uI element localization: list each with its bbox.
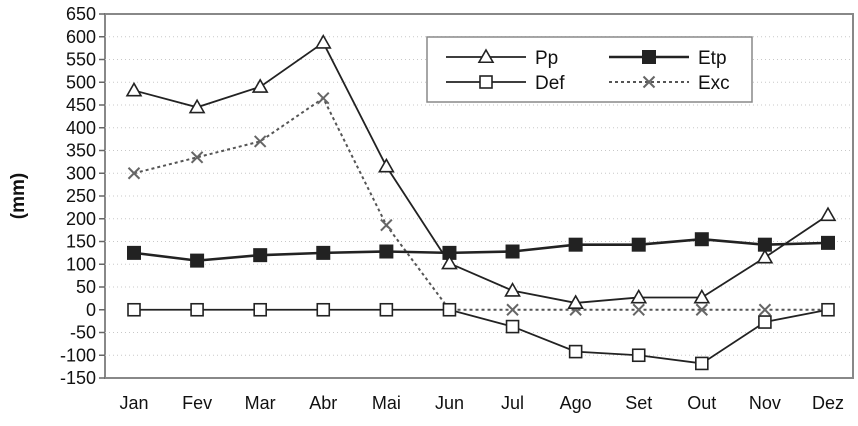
triangle-marker bbox=[756, 248, 774, 264]
y-tick-label: 450 bbox=[66, 95, 96, 115]
filled-square-marker bbox=[505, 244, 520, 259]
y-tick-label: 250 bbox=[66, 186, 96, 206]
x-tick-label: Mar bbox=[245, 393, 276, 413]
y-tick-label: 0 bbox=[86, 300, 96, 320]
filled-square-marker bbox=[379, 244, 394, 259]
x-marker bbox=[253, 135, 267, 148]
legend-item-pp: Pp bbox=[446, 48, 558, 69]
x-marker bbox=[632, 303, 645, 316]
x-tick-label: Set bbox=[625, 393, 652, 413]
series-etp bbox=[127, 232, 835, 268]
open-square-marker bbox=[505, 319, 520, 334]
y-tick-label: 400 bbox=[66, 118, 96, 138]
open-square-marker bbox=[379, 302, 394, 317]
triangle-marker bbox=[693, 288, 711, 304]
triangle-marker bbox=[188, 98, 206, 114]
x-tick-label: Jan bbox=[119, 393, 148, 413]
y-tick-label: 650 bbox=[66, 4, 96, 24]
y-tick-label: -150 bbox=[60, 368, 96, 388]
x-marker bbox=[317, 91, 330, 105]
triangle-marker bbox=[441, 254, 458, 270]
open-square-marker bbox=[631, 348, 646, 363]
open-square-marker bbox=[758, 315, 772, 329]
triangle-marker bbox=[819, 206, 837, 222]
filled-square-marker bbox=[694, 232, 709, 247]
filled-square-marker bbox=[316, 245, 331, 260]
open-square-marker bbox=[316, 302, 331, 317]
legend: Pp Etp Def Exc bbox=[426, 36, 753, 103]
series-line-def bbox=[134, 308, 829, 365]
legend-label: Pp bbox=[535, 48, 558, 69]
filled-square-marker bbox=[568, 237, 583, 252]
x-marker bbox=[380, 218, 393, 232]
x-marker bbox=[758, 303, 772, 316]
x-marker bbox=[642, 75, 656, 89]
filled-square-marker bbox=[821, 235, 835, 250]
y-tick-label: 500 bbox=[66, 72, 96, 92]
series-line-etp bbox=[133, 237, 829, 262]
legend-item-etp: Etp bbox=[609, 48, 727, 69]
series-def bbox=[127, 302, 835, 371]
triangle-marker bbox=[630, 288, 648, 304]
x-tick-label: Dez bbox=[812, 393, 844, 413]
open-square-marker bbox=[479, 75, 493, 89]
series-line-exc bbox=[133, 96, 828, 311]
legend-item-def: Def bbox=[446, 73, 565, 94]
filled-square-marker bbox=[631, 237, 646, 252]
y-tick-label: 150 bbox=[66, 232, 96, 252]
open-square-marker bbox=[695, 356, 709, 371]
y-tick-label: 550 bbox=[66, 50, 96, 70]
series-line-pp bbox=[133, 41, 829, 304]
open-square-marker bbox=[568, 344, 583, 359]
filled-square-marker bbox=[642, 50, 656, 64]
x-tick-label: Mai bbox=[372, 393, 401, 413]
x-tick-label: Out bbox=[687, 393, 716, 413]
triangle-marker bbox=[314, 34, 332, 49]
filled-square-marker bbox=[190, 253, 205, 268]
triangle-marker bbox=[377, 157, 395, 173]
open-square-marker bbox=[127, 302, 141, 317]
legend-item-exc: Exc bbox=[609, 73, 730, 94]
y-tick-label: 350 bbox=[66, 141, 96, 161]
x-tick-label: Fev bbox=[182, 393, 212, 413]
y-tick-label: -100 bbox=[60, 345, 96, 365]
legend-label: Etp bbox=[698, 48, 727, 69]
triangle-marker bbox=[125, 81, 143, 97]
open-square-marker bbox=[442, 302, 457, 317]
x-tick-label: Jun bbox=[435, 393, 464, 413]
x-tick-label: Ago bbox=[560, 393, 592, 413]
triangle-marker bbox=[504, 282, 521, 297]
series-pp bbox=[125, 34, 837, 309]
legend-label: Def bbox=[535, 73, 565, 94]
x-tick-label: Nov bbox=[749, 393, 781, 413]
filled-square-marker bbox=[127, 245, 141, 260]
y-tick-label: -50 bbox=[70, 323, 96, 343]
x-marker bbox=[506, 303, 519, 316]
y-tick-label: 200 bbox=[66, 209, 96, 229]
legend-box bbox=[426, 36, 753, 103]
open-square-marker bbox=[253, 302, 267, 317]
x-tick-label: Jul bbox=[501, 393, 524, 413]
y-tick-label: 50 bbox=[76, 277, 96, 297]
y-tick-label: 100 bbox=[66, 254, 96, 274]
legend-label: Exc bbox=[698, 73, 730, 94]
y-tick-label: 300 bbox=[66, 163, 96, 183]
triangle-marker bbox=[567, 294, 585, 309]
y-tick-label: 600 bbox=[66, 27, 96, 47]
x-marker bbox=[127, 167, 141, 180]
triangle-marker bbox=[477, 48, 495, 64]
x-tick-label: Abr bbox=[309, 393, 337, 413]
x-marker bbox=[695, 303, 709, 316]
open-square-marker bbox=[190, 302, 204, 317]
filled-square-marker bbox=[253, 248, 268, 263]
triangle-marker bbox=[251, 78, 269, 93]
y-axis-title: (mm) bbox=[8, 173, 29, 219]
x-marker bbox=[190, 151, 204, 164]
open-square-marker bbox=[821, 302, 835, 317]
